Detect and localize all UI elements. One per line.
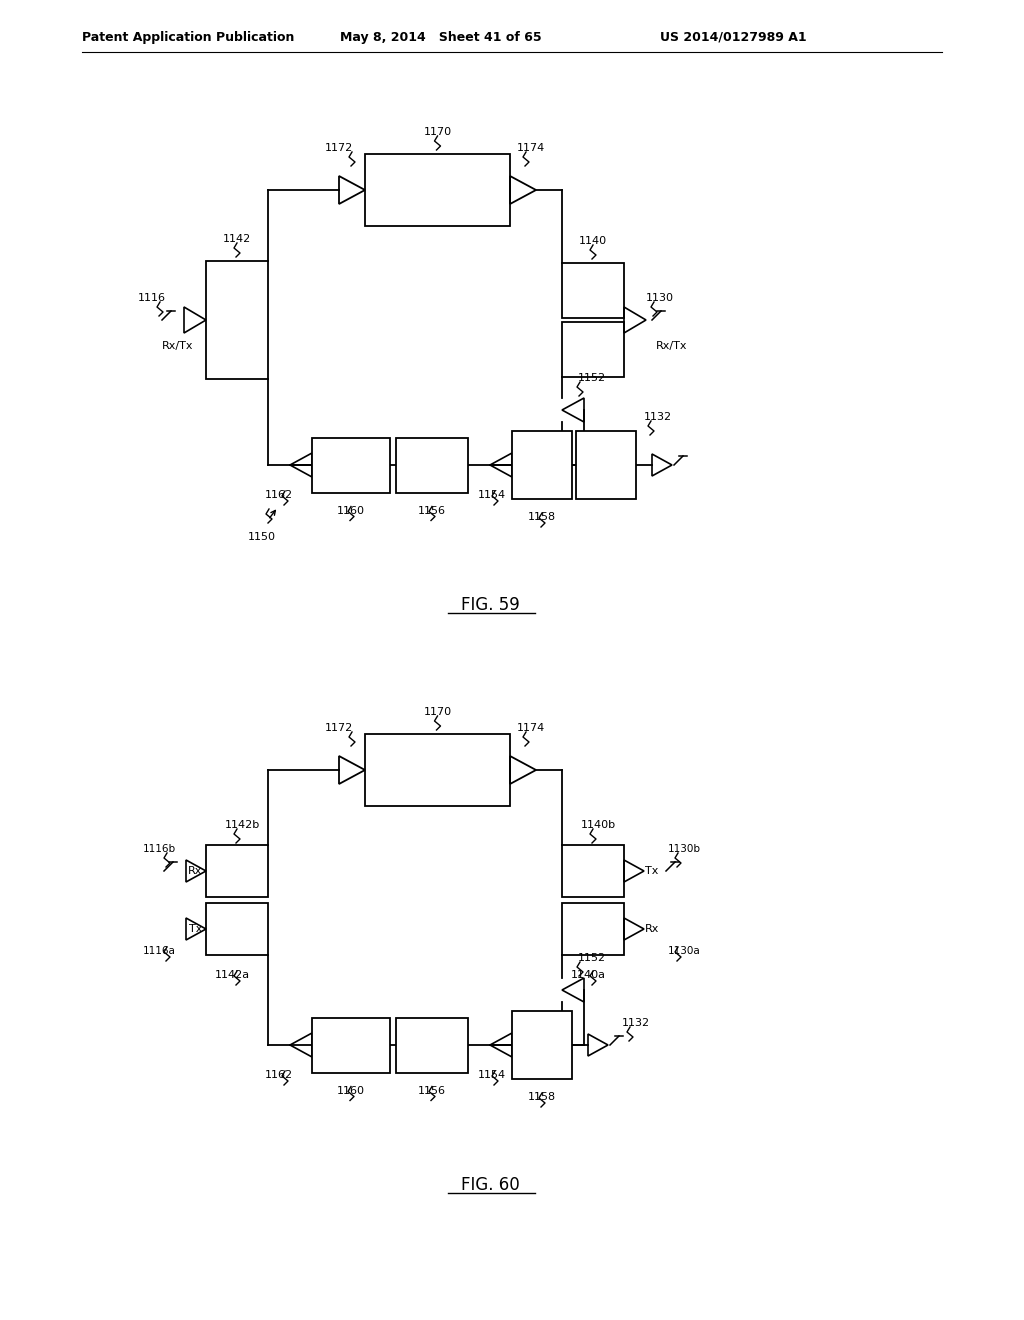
Text: 1170: 1170 bbox=[424, 127, 452, 137]
Bar bbox=[575, 432, 636, 499]
Text: 1154: 1154 bbox=[478, 490, 506, 500]
Bar bbox=[396, 437, 468, 492]
Text: 1116b: 1116b bbox=[142, 843, 175, 854]
Text: 1152: 1152 bbox=[578, 953, 606, 964]
Text: 1116a: 1116a bbox=[142, 946, 175, 956]
Text: 1130a: 1130a bbox=[668, 946, 700, 956]
Bar bbox=[206, 845, 268, 898]
Text: Rx: Rx bbox=[645, 924, 659, 935]
Text: 1158: 1158 bbox=[528, 1092, 556, 1102]
Text: 1174: 1174 bbox=[517, 143, 545, 153]
Text: Tx: Tx bbox=[188, 924, 202, 935]
Bar bbox=[512, 1011, 572, 1078]
Bar bbox=[365, 154, 510, 226]
Bar bbox=[365, 734, 510, 807]
Text: FIG. 60: FIG. 60 bbox=[461, 1176, 519, 1195]
Text: 1130b: 1130b bbox=[668, 843, 700, 854]
Text: Tx: Tx bbox=[645, 866, 658, 876]
Text: 1158: 1158 bbox=[528, 512, 556, 521]
Text: 1162: 1162 bbox=[265, 490, 293, 500]
Bar bbox=[312, 1018, 390, 1072]
Bar bbox=[562, 845, 624, 898]
Text: 1154: 1154 bbox=[478, 1071, 506, 1080]
Text: 1142a: 1142a bbox=[214, 970, 250, 979]
Text: 1132: 1132 bbox=[644, 412, 672, 422]
Text: 1142: 1142 bbox=[223, 234, 251, 244]
Text: Rx: Rx bbox=[187, 866, 202, 876]
Text: 1140a: 1140a bbox=[570, 970, 605, 979]
Text: 1152: 1152 bbox=[578, 374, 606, 383]
Bar bbox=[396, 1018, 468, 1072]
Bar bbox=[312, 437, 390, 492]
Text: 1160: 1160 bbox=[337, 506, 365, 516]
Text: 1156: 1156 bbox=[418, 1085, 446, 1096]
Bar bbox=[562, 322, 624, 378]
Text: 1160: 1160 bbox=[337, 1085, 365, 1096]
Text: 1140: 1140 bbox=[579, 236, 607, 246]
Text: 1162: 1162 bbox=[265, 1071, 293, 1080]
Text: May 8, 2014   Sheet 41 of 65: May 8, 2014 Sheet 41 of 65 bbox=[340, 30, 542, 44]
Text: Rx/Tx: Rx/Tx bbox=[656, 341, 688, 351]
Text: US 2014/0127989 A1: US 2014/0127989 A1 bbox=[660, 30, 807, 44]
Bar bbox=[206, 903, 268, 954]
Bar bbox=[206, 261, 268, 379]
Bar bbox=[562, 903, 624, 954]
Text: 1130: 1130 bbox=[646, 293, 674, 304]
Text: 1156: 1156 bbox=[418, 506, 446, 516]
Text: 1172: 1172 bbox=[325, 143, 353, 153]
Text: 1174: 1174 bbox=[517, 723, 545, 733]
Bar bbox=[562, 263, 624, 318]
Text: FIG. 59: FIG. 59 bbox=[461, 597, 519, 614]
Text: 1172: 1172 bbox=[325, 723, 353, 733]
Text: Rx/Tx: Rx/Tx bbox=[162, 341, 194, 351]
Text: 1142b: 1142b bbox=[224, 820, 260, 830]
Text: 1132: 1132 bbox=[622, 1018, 650, 1028]
Text: 1170: 1170 bbox=[424, 708, 452, 717]
Text: 1116: 1116 bbox=[138, 293, 166, 304]
Text: 1140b: 1140b bbox=[581, 820, 615, 830]
Bar bbox=[512, 432, 572, 499]
Text: Patent Application Publication: Patent Application Publication bbox=[82, 30, 294, 44]
Text: 1150: 1150 bbox=[248, 532, 276, 543]
